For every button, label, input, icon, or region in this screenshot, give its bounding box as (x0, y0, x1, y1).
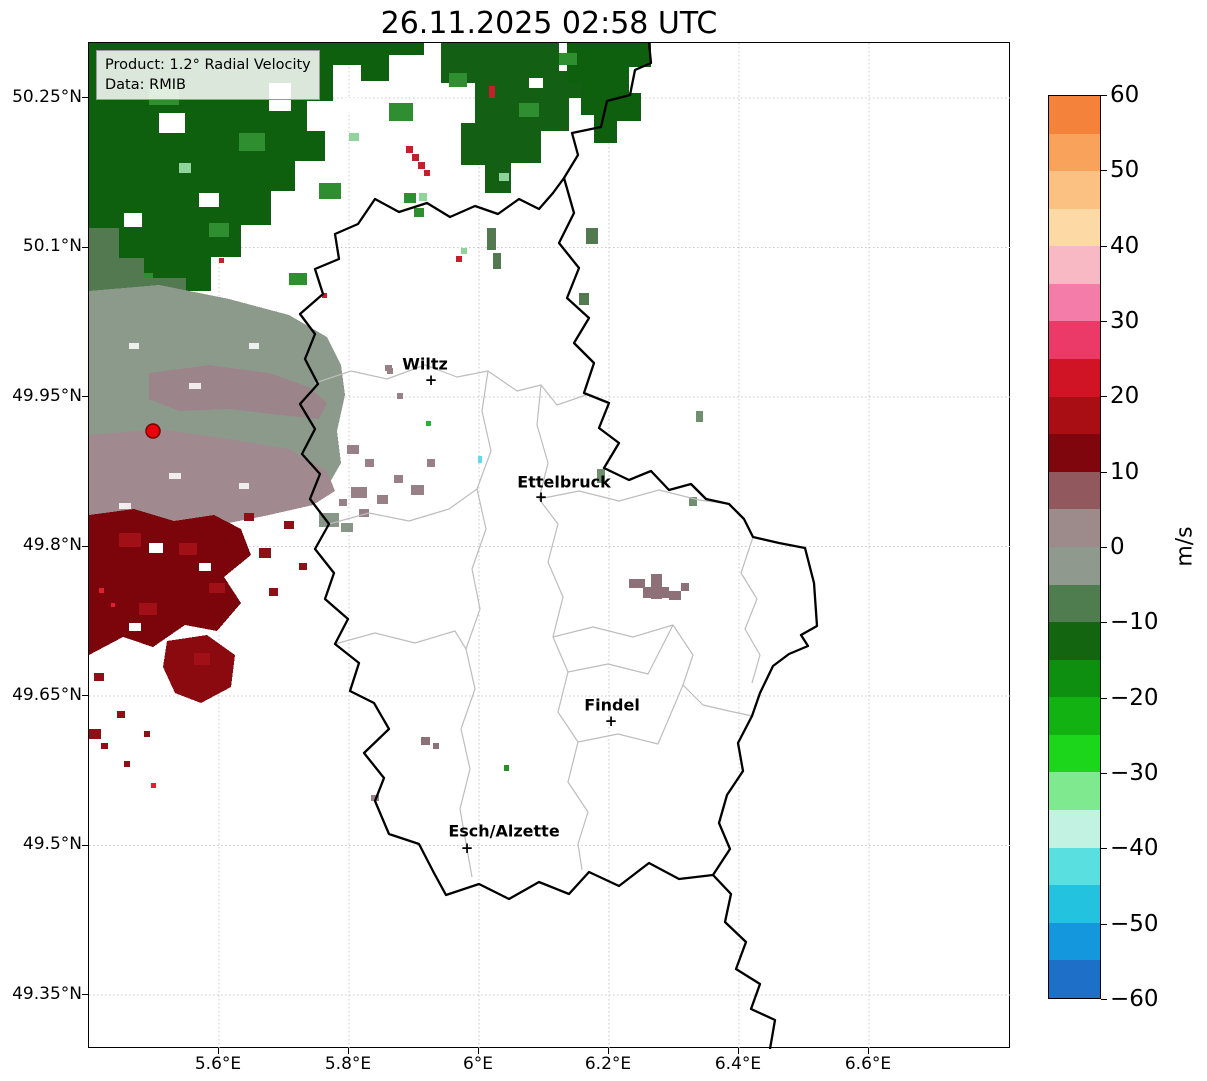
axis-tick-mark (82, 396, 88, 397)
axis-tick-mark (218, 1048, 219, 1054)
colorbar-tick-0: 0 (1110, 534, 1125, 560)
axis-tick-mark (348, 1048, 349, 1054)
city-label-wiltz: Wiltz (402, 354, 448, 374)
city-label-ettelbruck: Ettelbruck (517, 472, 611, 492)
radar-echo-positive-red (89, 509, 307, 788)
city-label-esch-alzette: Esch/Alzette (448, 821, 560, 841)
axis-tick-mark (1101, 773, 1107, 774)
axis-tick-mark (82, 844, 88, 846)
data-source-label: Data: RMIB (105, 77, 186, 93)
colorbar-tick-m30: −30 (1110, 760, 1159, 786)
axis-tick-mark (868, 1048, 869, 1054)
product-label: Product: 1.2° Radial Velocity (105, 57, 311, 73)
colorbar-tick-m10: −10 (1110, 609, 1159, 635)
colorbar-tick-50: 50 (1110, 157, 1140, 183)
axis-tick-mark (1101, 697, 1107, 699)
map-plot-area: Product: 1.2° Radial Velocity Data: RMIB… (88, 42, 1011, 1049)
axis-tick-mark (82, 97, 88, 98)
axis-tick-mark (1101, 471, 1107, 473)
y-axis-tick-6: 49.35°N (12, 984, 82, 1004)
radar-echo-near-zero-fan (89, 285, 435, 547)
colorbar-tick-30: 30 (1110, 308, 1140, 334)
colorbar-tick-m50: −50 (1110, 911, 1159, 937)
radar-map-svg (89, 43, 1011, 1049)
colorbar-tick-m60: −60 (1110, 986, 1159, 1012)
city-marker-findel: + (604, 712, 618, 730)
x-axis-tick-5: 6.6°E (844, 1054, 892, 1074)
district-borders (314, 364, 761, 878)
axis-tick-mark (1101, 321, 1107, 322)
city-marker-esch-alzette: + (460, 839, 474, 857)
colorbar-tick-60: 60 (1110, 82, 1140, 108)
y-axis-tick-5: 49.5°N (22, 834, 82, 854)
axis-tick-mark (1101, 999, 1107, 1000)
axis-tick-mark (1101, 547, 1107, 548)
axis-tick-mark (82, 994, 88, 995)
colorbar-tick-m40: −40 (1110, 835, 1159, 861)
axis-tick-mark (738, 1048, 739, 1054)
y-axis-tick-2: 49.95°N (12, 386, 82, 406)
info-box: Product: 1.2° Radial Velocity Data: RMIB (96, 50, 320, 100)
axis-tick-mark (1101, 245, 1107, 247)
city-marker-wiltz: + (424, 371, 438, 389)
gridlines (89, 43, 1011, 1049)
axis-tick-mark (1101, 95, 1107, 96)
axis-tick-mark (1101, 923, 1107, 925)
axis-tick-mark (1101, 170, 1107, 172)
colorbar-tick-20: 20 (1110, 383, 1140, 409)
colorbar-tick-m20: −20 (1110, 685, 1159, 711)
radar-echo-scattered (371, 368, 703, 801)
x-axis-tick-0: 5.6°E (194, 1054, 242, 1074)
colorbar-gradient (1048, 95, 1101, 999)
border-north-segment (563, 43, 653, 179)
axis-tick-mark (1101, 622, 1107, 624)
colorbar-tick-40: 40 (1110, 233, 1140, 259)
y-axis-tick-0: 50.25°N (12, 87, 82, 107)
axis-tick-mark (82, 545, 88, 547)
city-marker-ettelbruck: + (534, 488, 548, 506)
axis-tick-mark (82, 695, 88, 696)
x-axis-tick-2: 6°E (462, 1054, 494, 1074)
axis-tick-mark (608, 1048, 609, 1054)
city-label-findel: Findel (584, 695, 640, 715)
y-axis-tick-3: 49.8°N (22, 535, 82, 555)
x-axis-tick-1: 5.8°E (324, 1054, 372, 1074)
colorbar-unit-label: m/s (1172, 526, 1198, 567)
border-south-segment (712, 874, 777, 1049)
axis-tick-mark (1101, 848, 1107, 850)
y-axis-tick-4: 49.65°N (12, 685, 82, 705)
radar-site-marker (145, 423, 161, 439)
country-border (298, 43, 819, 1049)
x-axis-tick-4: 6.4°E (714, 1054, 762, 1074)
axis-tick-mark (478, 1048, 479, 1054)
axis-tick-mark (1101, 396, 1107, 398)
x-axis-tick-3: 6.2°E (584, 1054, 632, 1074)
axis-tick-mark (82, 246, 88, 248)
page-title: 26.11.2025 02:58 UTC (380, 6, 718, 41)
colorbar-tick-10: 10 (1110, 459, 1140, 485)
y-axis-tick-1: 50.1°N (22, 236, 82, 256)
